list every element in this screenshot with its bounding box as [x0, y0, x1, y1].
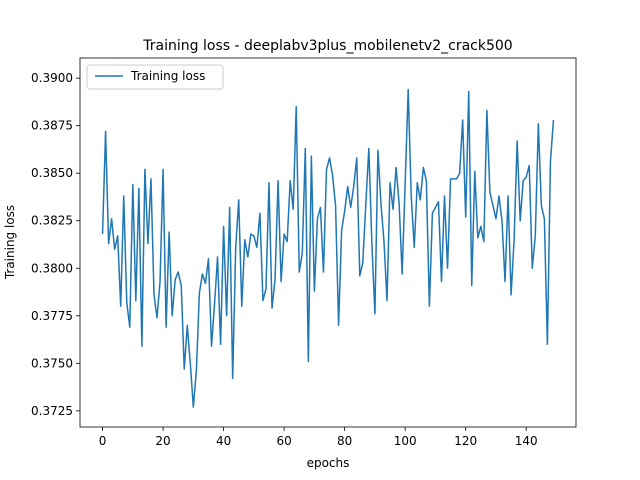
y-axis-ticks: 0.3725 0.3750 0.3775 0.3800 0.3825 0.3850 0.38…: [31, 71, 80, 418]
x-axis-ticks: 0 20 40 60 80 100 120 140: [99, 427, 538, 448]
y-axis-title: Training loss: [3, 205, 17, 280]
y-tick-label: 0.3900: [31, 71, 73, 85]
legend: Training loss: [86, 64, 224, 90]
x-tick-label: 60: [276, 434, 291, 448]
x-tick-label: 140: [515, 434, 538, 448]
y-tick-label: 0.3825: [31, 214, 73, 228]
y-tick-label: 0.3775: [31, 309, 73, 323]
legend-box: [86, 64, 224, 90]
y-tick-label: 0.3875: [31, 119, 73, 133]
x-tick-label: 20: [155, 434, 170, 448]
training-loss-line: [101, 88, 555, 408]
chart-title: Training loss - deeplabv3plus_mobilenetv…: [142, 38, 512, 54]
x-tick-label: 80: [337, 434, 352, 448]
y-tick-label: 0.3750: [31, 356, 73, 370]
x-tick-label: 100: [394, 434, 417, 448]
x-tick-label: 40: [216, 434, 231, 448]
y-tick-label: 0.3725: [31, 404, 73, 418]
plot-frame: [79, 57, 577, 428]
x-tick-label: 0: [99, 434, 107, 448]
y-tick-label: 0.3800: [31, 261, 73, 275]
x-tick-label: 120: [454, 434, 477, 448]
legend-label: Training loss: [130, 69, 205, 83]
y-tick-label: 0.3850: [31, 166, 73, 180]
x-axis-title: epochs: [307, 456, 350, 470]
